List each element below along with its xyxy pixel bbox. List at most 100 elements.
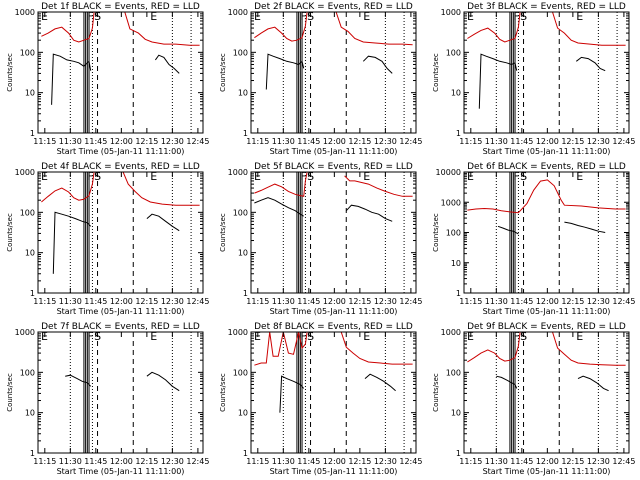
y-axis-label: Counts/sec xyxy=(432,53,440,92)
series-line xyxy=(279,375,305,413)
x-axis-label: Start Time (05-Jan-11 11:11:00) xyxy=(483,147,611,156)
x-tick-label: 11:45 xyxy=(297,297,320,306)
x-tick-label: 12:45 xyxy=(399,297,422,306)
x-tick-label: 12:45 xyxy=(399,457,422,466)
x-tick-label: 12:30 xyxy=(587,137,610,146)
y-tick-label: 10 xyxy=(25,409,35,418)
series-line xyxy=(362,55,393,74)
annotation-label: S xyxy=(307,10,314,23)
x-tick-label: 12:45 xyxy=(612,297,635,306)
x-tick-label: 12:45 xyxy=(186,137,209,146)
annotation-label: E xyxy=(150,330,157,343)
chart-panel-9: Det 9f BLACK = Events, RED = LLDEFSE1101… xyxy=(432,322,635,476)
y-tick-label: 1 xyxy=(243,289,248,298)
x-tick-label: 11:30 xyxy=(59,457,82,466)
x-tick-label: 12:15 xyxy=(135,457,158,466)
annotation-label: S xyxy=(94,170,101,183)
y-tick-label: 1 xyxy=(30,129,35,138)
x-axis-label: Start Time (05-Jan-11 11:11:00) xyxy=(270,307,398,316)
series-line xyxy=(497,225,519,235)
y-tick-label: 100 xyxy=(233,208,248,217)
annotation-label: F xyxy=(513,330,519,343)
x-tick-label: 12:30 xyxy=(587,457,610,466)
x-tick-label: 12:15 xyxy=(135,137,158,146)
plot-frame xyxy=(37,11,204,134)
annotation-label: S xyxy=(520,170,527,183)
series-line xyxy=(254,197,304,217)
chart-panel-5: Det 5f BLACK = Events, RED = LLDEFSE1101… xyxy=(219,162,422,316)
y-tick-label: 1 xyxy=(456,449,461,458)
y-tick-label: 1 xyxy=(243,129,248,138)
chart-title: Det 8f BLACK = Events, RED = LLD xyxy=(254,322,413,332)
x-tick-label: 11:45 xyxy=(297,137,320,146)
y-tick-label: 100 xyxy=(233,368,248,377)
x-tick-label: 11:15 xyxy=(246,137,269,146)
y-tick-label: 1000 xyxy=(441,8,461,17)
chart-panel-7: Det 7f BLACK = Events, RED = LLDEFSE1101… xyxy=(6,322,209,476)
annotation-label: F xyxy=(513,170,519,183)
series-line xyxy=(51,53,92,105)
x-tick-label: 12:00 xyxy=(536,297,559,306)
chart-title: Det 6f BLACK = Events, RED = LLD xyxy=(467,162,626,172)
x-tick-label: 12:30 xyxy=(374,297,397,306)
x-tick-label: 11:30 xyxy=(485,457,508,466)
x-tick-label: 12:15 xyxy=(348,457,371,466)
series-line xyxy=(124,12,200,46)
x-tick-label: 12:30 xyxy=(587,297,610,306)
x-tick-label: 12:00 xyxy=(323,457,346,466)
y-axis-label: Counts/sec xyxy=(6,53,14,92)
y-tick-label: 1000 xyxy=(441,198,461,207)
annotation-label: S xyxy=(520,330,527,343)
x-tick-label: 11:30 xyxy=(59,297,82,306)
chart-title: Det 3f BLACK = Events, RED = LLD xyxy=(467,2,626,12)
y-tick-label: 100 xyxy=(20,368,35,377)
series-line xyxy=(344,175,413,197)
y-axis-label: Counts/sec xyxy=(219,53,227,92)
y-tick-label: 10 xyxy=(25,89,35,98)
series-line xyxy=(122,172,200,206)
y-axis-label: Counts/sec xyxy=(219,213,227,252)
y-tick-label: 100 xyxy=(446,368,461,377)
x-tick-label: 12:45 xyxy=(186,457,209,466)
plot-frame xyxy=(250,11,417,134)
x-axis-label: Start Time (05-Jan-11 11:11:00) xyxy=(483,307,611,316)
y-tick-label: 1 xyxy=(30,289,35,298)
annotation-label: F xyxy=(300,10,306,23)
annotation-label: F xyxy=(87,330,93,343)
x-tick-label: 12:45 xyxy=(399,137,422,146)
y-tick-label: 10000 xyxy=(436,168,461,177)
y-axis-label: Counts/sec xyxy=(432,213,440,252)
x-tick-label: 12:30 xyxy=(374,457,397,466)
annotation-label: E xyxy=(576,170,583,183)
annotation-label: S xyxy=(94,10,101,23)
x-tick-label: 11:30 xyxy=(272,297,295,306)
series-line xyxy=(254,332,308,366)
x-tick-label: 11:45 xyxy=(84,457,107,466)
series-line xyxy=(146,371,180,392)
plot-frame xyxy=(250,171,417,294)
x-tick-label: 12:45 xyxy=(612,137,635,146)
x-tick-label: 11:45 xyxy=(84,297,107,306)
x-tick-label: 11:15 xyxy=(459,297,482,306)
y-tick-label: 10 xyxy=(451,409,461,418)
y-axis-label: Counts/sec xyxy=(6,213,14,252)
chart-title: Det 9f BLACK = Events, RED = LLD xyxy=(467,322,626,332)
chart-panel-6: Det 6f BLACK = Events, RED = LLDEFSE1101… xyxy=(432,162,635,316)
chart-panel-4: Det 4f BLACK = Events, RED = LLDEFSE1101… xyxy=(6,162,209,316)
x-tick-label: 11:30 xyxy=(485,297,508,306)
y-axis-label: Counts/sec xyxy=(432,373,440,412)
plot-frame xyxy=(250,331,417,454)
annotation-label: F xyxy=(87,10,93,23)
series-line xyxy=(575,56,606,72)
x-tick-label: 12:00 xyxy=(323,137,346,146)
y-tick-label: 10 xyxy=(238,409,248,418)
series-line xyxy=(254,12,308,42)
x-tick-label: 11:45 xyxy=(510,137,533,146)
x-tick-label: 11:15 xyxy=(459,137,482,146)
y-tick-label: 10 xyxy=(25,249,35,258)
x-tick-label: 12:30 xyxy=(374,137,397,146)
x-tick-label: 12:15 xyxy=(348,297,371,306)
series-line xyxy=(41,172,95,203)
x-tick-label: 11:45 xyxy=(84,137,107,146)
